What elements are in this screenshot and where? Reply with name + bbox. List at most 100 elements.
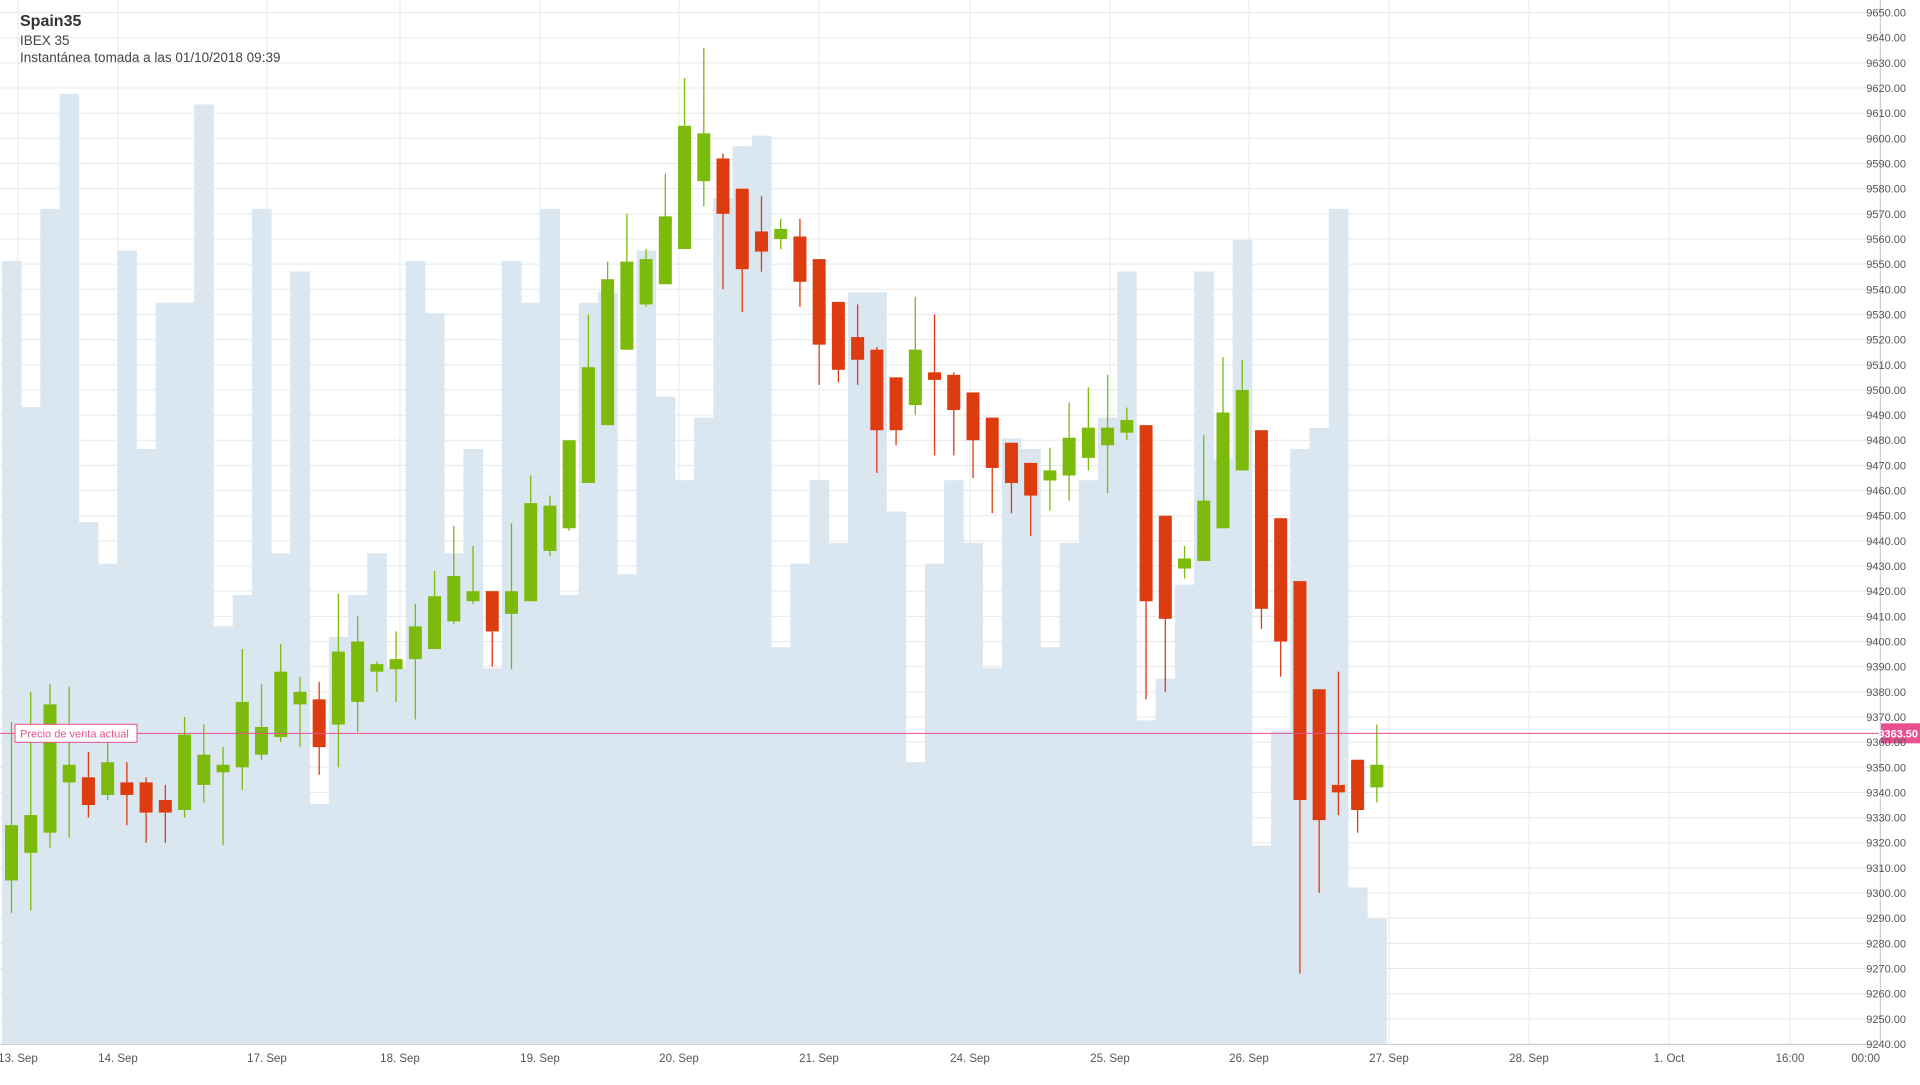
y-tick-label: 9640.00 (1866, 33, 1906, 45)
candle-body (601, 279, 615, 426)
candle-body (274, 671, 288, 738)
candle-body (1293, 581, 1307, 800)
volume-bar (963, 542, 984, 1044)
candle-body (43, 704, 57, 833)
volume-bar (1040, 647, 1060, 1044)
candle (543, 495, 557, 556)
x-tick-label: 25. Sep (1090, 1053, 1130, 1065)
candle (1158, 515, 1172, 692)
volume-bar (309, 803, 330, 1044)
candle-body (1370, 764, 1384, 788)
candle (1216, 357, 1230, 529)
candle (1293, 581, 1307, 974)
current-price-line-label: Precio de venta actual (20, 728, 129, 740)
candle (293, 676, 307, 748)
volume-bar (1001, 438, 1022, 1045)
candle-body (678, 125, 692, 250)
y-tick-label: 9630.00 (1866, 58, 1906, 70)
y-tick-label: 9520.00 (1866, 335, 1906, 347)
candle (101, 742, 115, 800)
candle-body (908, 349, 922, 406)
volume-bar (117, 250, 137, 1044)
y-tick-label: 9350.00 (1866, 762, 1906, 774)
volume-bar (482, 668, 503, 1044)
y-tick-label: 9590.00 (1866, 159, 1906, 171)
x-tick-label: 00:00 (1851, 1053, 1880, 1065)
candle (620, 213, 634, 350)
volume-bar (1174, 584, 1195, 1044)
volume-bar (848, 292, 868, 1044)
y-tick-label: 9440.00 (1866, 536, 1906, 548)
y-axis: 9240.00 9250.00 9260.00 9270.00 9280.00 9290.… (1866, 8, 1906, 1051)
y-tick-label: 9270.00 (1866, 964, 1906, 976)
chart-title-block: Spain35 IBEX 35 Instantánea tomada a las… (20, 12, 280, 66)
volume-bar (1347, 887, 1368, 1044)
volume-bar (905, 762, 926, 1044)
chart-symbol: Spain35 (20, 13, 82, 30)
candle-body (1043, 470, 1057, 481)
candle (408, 603, 422, 720)
candle-body (24, 815, 38, 853)
candle-body (235, 701, 249, 768)
volume-bar (348, 595, 368, 1044)
y-tick-label: 9480.00 (1866, 435, 1906, 447)
candle-body (312, 699, 326, 748)
candle-body (389, 659, 403, 670)
x-tick-label: 16:00 (1776, 1053, 1805, 1065)
y-tick-label: 9600.00 (1866, 133, 1906, 145)
candle (235, 649, 249, 790)
candle-body (1351, 759, 1365, 811)
x-axis: 13. Sep 14. Sep 17. Sep 18. Sep 19. Sep 20. S… (0, 1053, 1880, 1065)
candle (43, 684, 57, 848)
volume-bar (1117, 271, 1137, 1044)
candle-body (197, 754, 211, 785)
volume-bar (713, 198, 734, 1045)
y-tick-label: 9550.00 (1866, 259, 1906, 271)
candle (389, 631, 403, 702)
y-tick-label: 9250.00 (1866, 1014, 1906, 1026)
candle-body (658, 216, 672, 285)
volume-bar (444, 553, 464, 1044)
current-price-axis-label: 9363.50 (1878, 728, 1918, 740)
candle-body (331, 651, 345, 725)
candle-body (812, 259, 826, 345)
candle-body (1004, 442, 1018, 484)
volume-bar (98, 563, 118, 1044)
candle (447, 525, 461, 624)
candle-body (293, 691, 307, 705)
y-tick-label: 9650.00 (1866, 8, 1906, 20)
x-tick-label: 18. Sep (380, 1053, 420, 1065)
y-tick-label: 9460.00 (1866, 486, 1906, 498)
y-tick-label: 9290.00 (1866, 913, 1906, 925)
candle (331, 593, 345, 768)
volume-bar (194, 104, 214, 1044)
candle (812, 259, 826, 385)
volume-bar (290, 271, 310, 1044)
y-tick-label: 9280.00 (1866, 938, 1906, 950)
volume-bar (694, 417, 714, 1045)
candle-body (408, 626, 422, 660)
candle (216, 747, 230, 846)
volume-bar (136, 448, 157, 1044)
candle-body (870, 349, 884, 431)
x-tick-label: 28. Sep (1509, 1053, 1549, 1065)
volume-bar (424, 313, 445, 1044)
candle-body (1024, 462, 1038, 496)
candles-layer (5, 47, 1384, 974)
volume-bar (636, 250, 657, 1044)
candle-body (697, 133, 711, 182)
volume-bar (1078, 480, 1099, 1044)
y-tick-label: 9610.00 (1866, 108, 1906, 120)
candle (697, 47, 711, 207)
x-tick-label: 1. Oct (1654, 1053, 1685, 1065)
y-tick-label: 9410.00 (1866, 611, 1906, 623)
candle-body (1235, 389, 1249, 471)
candle (1178, 545, 1192, 579)
volume-bar (540, 208, 560, 1045)
candle-body (1081, 427, 1095, 458)
y-tick-label: 9260.00 (1866, 989, 1906, 1001)
candle-body (1120, 420, 1134, 433)
y-tick-label: 9360.00 (1866, 737, 1906, 749)
volume-bar (982, 668, 1003, 1044)
